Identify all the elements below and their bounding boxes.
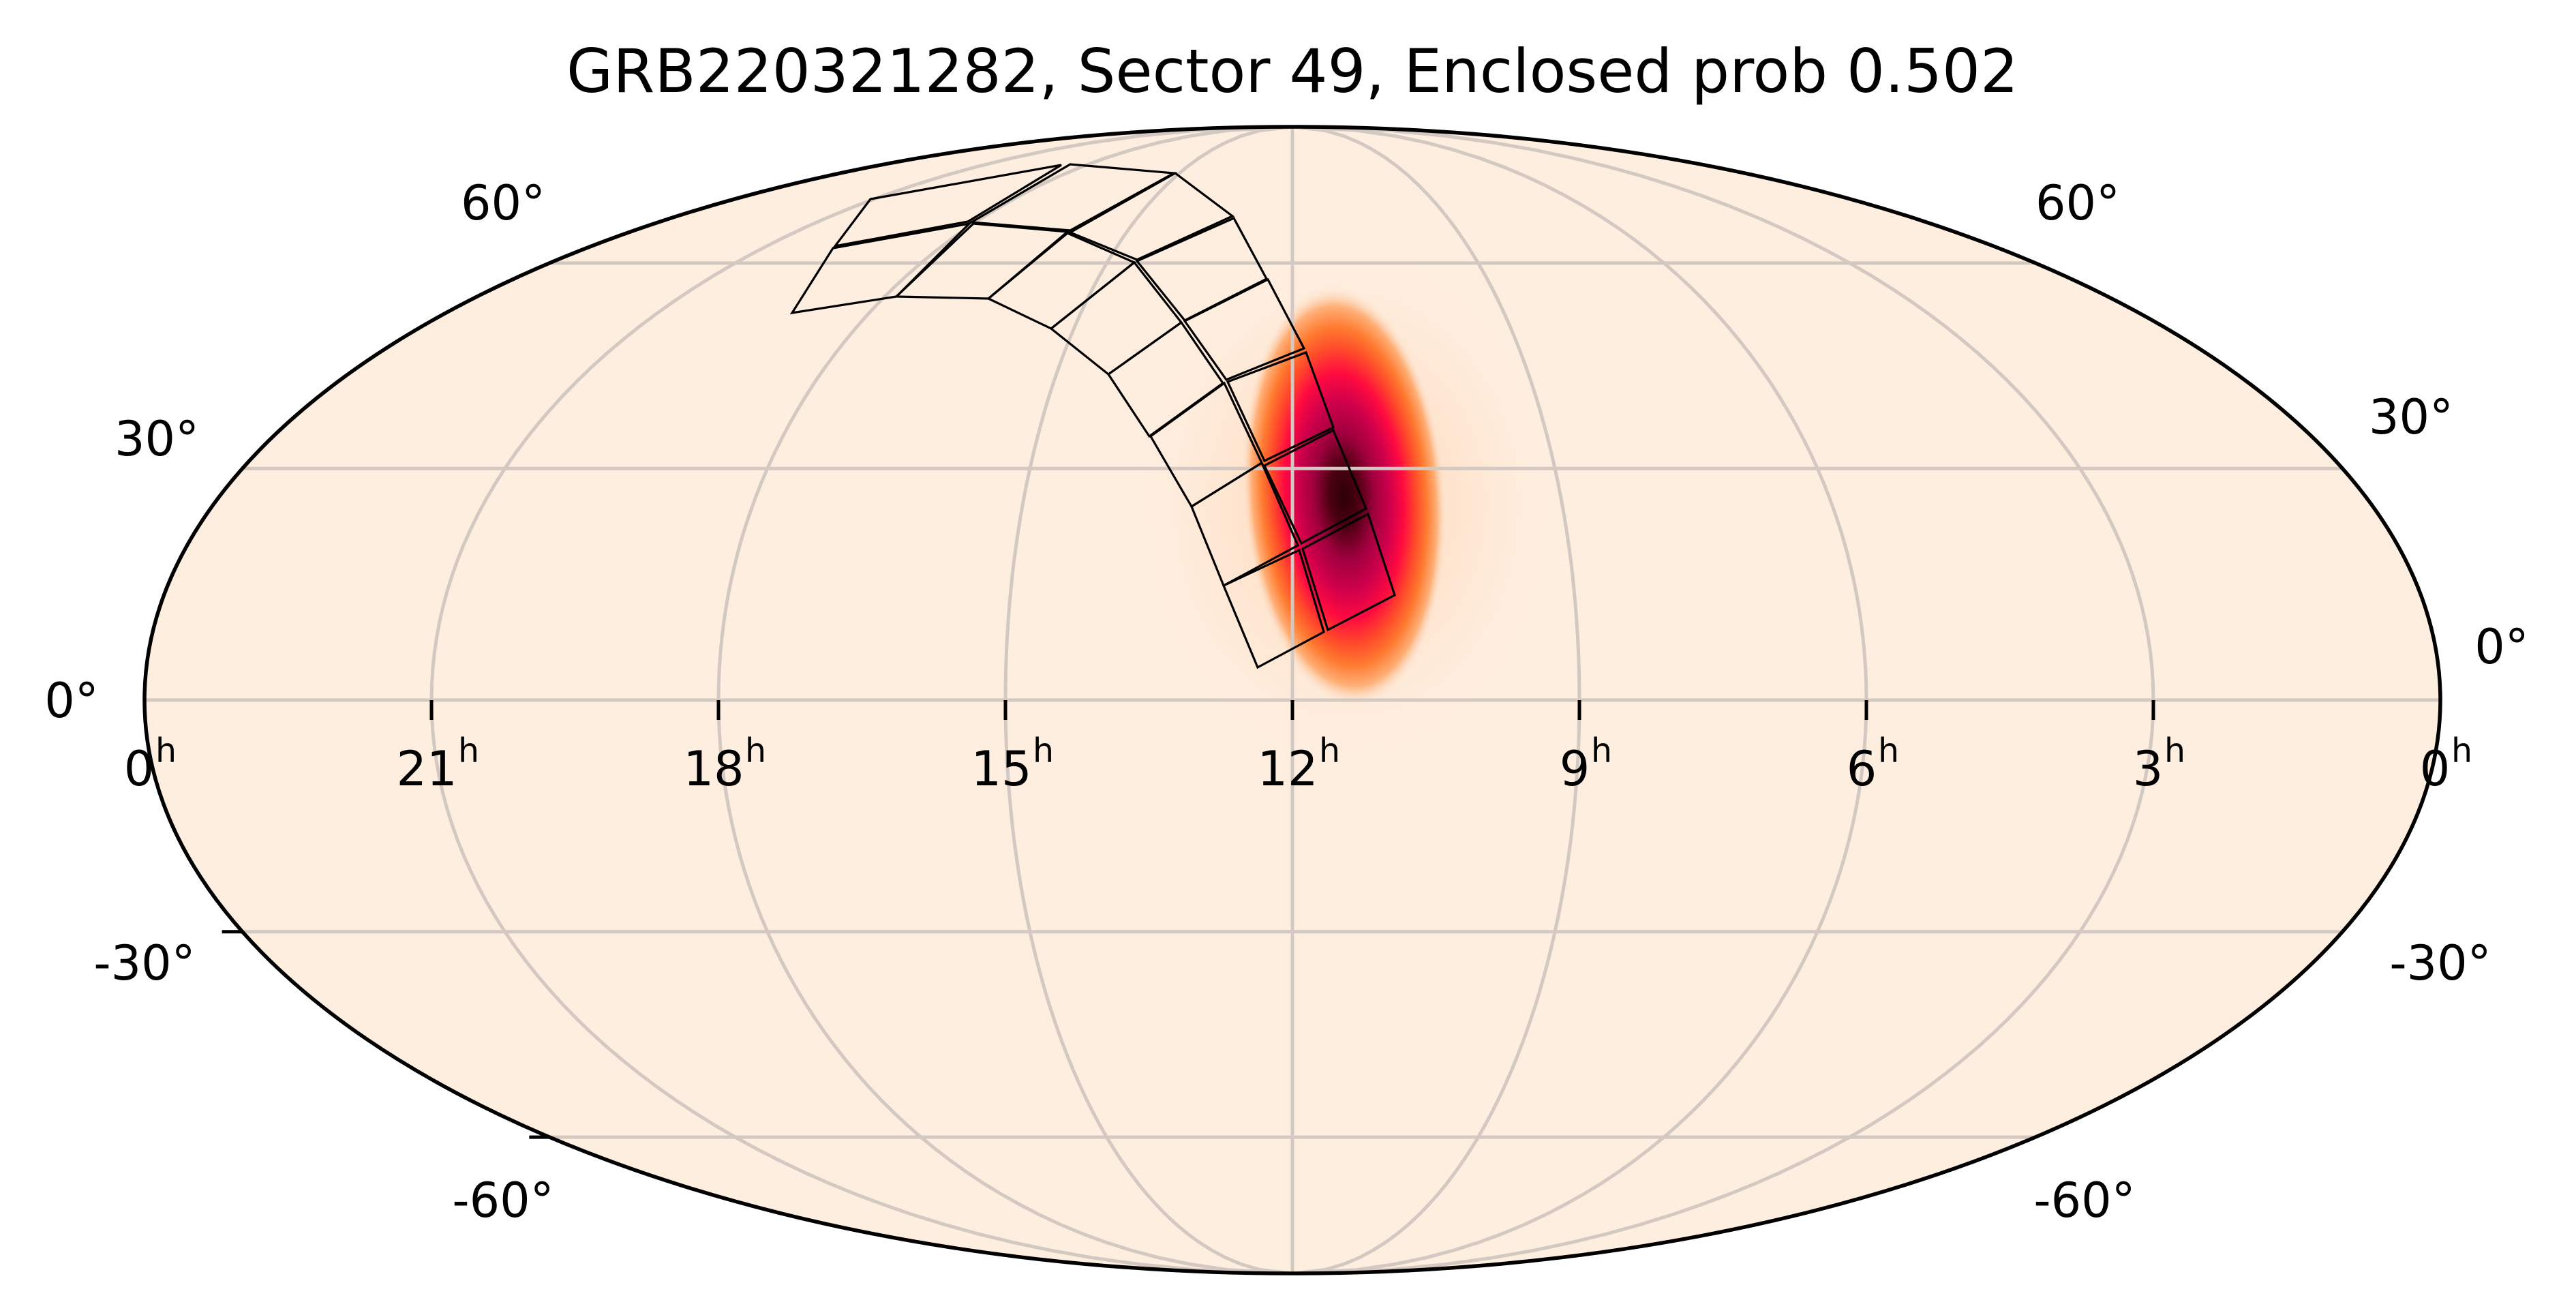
ra-tick-label: 18 [683, 741, 744, 797]
ra-tick-label-sup: h [458, 731, 479, 770]
footprint-ccd [1262, 428, 1368, 545]
footprint-ccd [1183, 277, 1306, 381]
ra-tick-label: 12 [1257, 741, 1318, 797]
footprint-ccd [1301, 512, 1396, 632]
ra-tick-label-sup: h [1591, 731, 1612, 770]
ra-tick-label-sup: h [155, 731, 177, 770]
ra-tick-label: 9 [1560, 741, 1590, 797]
ra-tick-label: 6 [1847, 741, 1877, 797]
ra-tick-label: 21 [396, 741, 457, 797]
ra-tick-label-sup: h [2451, 731, 2472, 770]
footprint-ccd [967, 163, 1178, 232]
chart-title: GRB220321282, Sector 49, Enclosed prob 0… [566, 36, 2018, 106]
ra-tick-label: 15 [971, 741, 1031, 797]
footprint-ccd [832, 164, 1062, 248]
dec-tick-label-right: -30° [2389, 935, 2491, 991]
dec-tick-label-right: 30° [2369, 389, 2453, 445]
dec-tick-label-right: -60° [2033, 1173, 2135, 1228]
footprint-ccd [1222, 548, 1325, 669]
ra-tick-label: 0 [124, 741, 155, 797]
ra-tick-label-sup: h [1319, 731, 1340, 770]
dec-tick-label-left: -60° [452, 1173, 554, 1228]
footprint-ccd [1226, 350, 1335, 463]
ra-tick-label-sup: h [1878, 731, 1899, 770]
projection-frame [142, 125, 2442, 1275]
tess-footprint [789, 163, 1396, 669]
dec-tick-label-left: 60° [461, 175, 545, 231]
dec-tick-label-left: 0° [44, 673, 99, 729]
footprint-ccd [1149, 381, 1264, 509]
axis-ticks [222, 700, 2155, 1139]
dec-tick-label-right: 60° [2035, 175, 2120, 231]
ra-tick-label-sup: h [1033, 731, 1054, 770]
ra-tick-label: 3 [2133, 741, 2164, 797]
dec-tick-label-left: -30° [93, 935, 195, 991]
footprint-ccd [894, 222, 1070, 300]
footprint-ccd [789, 222, 973, 315]
probability-heatmap [1115, 218, 1578, 791]
footprint-ccd [1135, 216, 1269, 322]
ra-tick-label-sup: h [2164, 731, 2185, 770]
axis-labels: 0 h 21 h 18 h 15 h 12 h 9 h 6 h 3 h 0 h60° 60°30° 30°0°0°-3… [44, 175, 2529, 1228]
ra-tick-label: 0 [2420, 741, 2451, 797]
dec-tick-label-right: 0° [2474, 619, 2529, 675]
ra-tick-label-sup: h [745, 731, 766, 770]
dec-tick-label-left: 30° [115, 411, 199, 467]
